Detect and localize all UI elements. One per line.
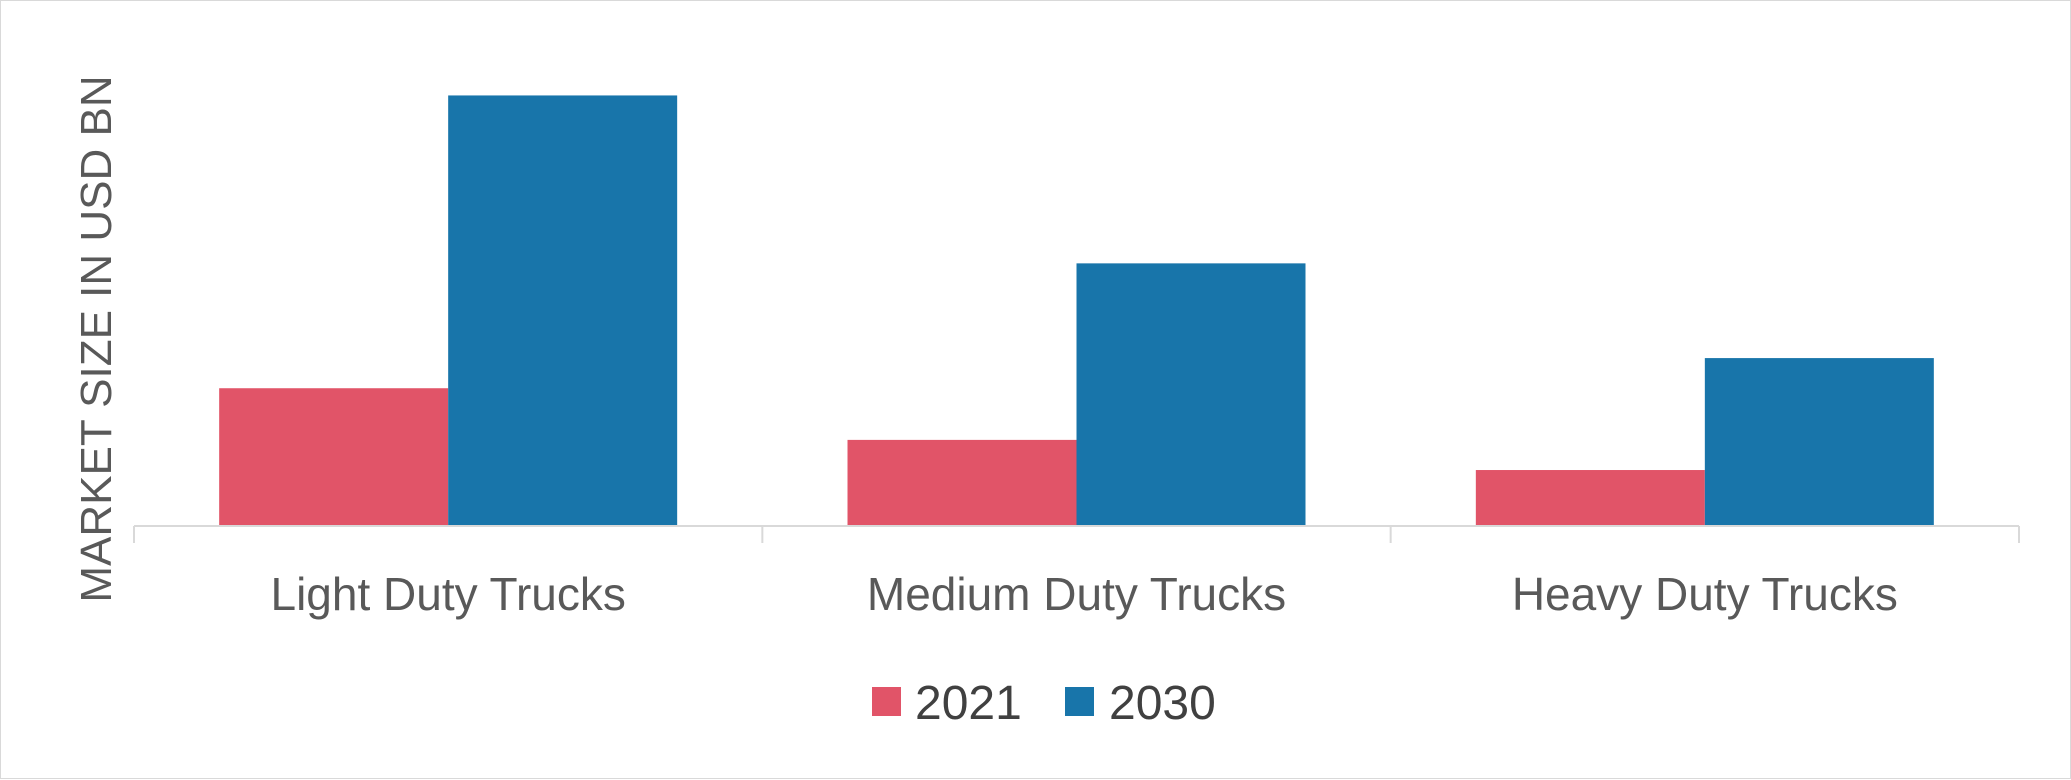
legend-swatch-2030 (1065, 687, 1094, 716)
bar-2021-2 (1475, 470, 1705, 526)
x-tick-label: Medium Duty Trucks (867, 568, 1286, 620)
bar-2021-0 (219, 388, 449, 526)
legend: 2021 2030 (872, 677, 1216, 730)
x-axis (133, 525, 2020, 543)
bars-group (219, 95, 1934, 526)
bar-2030-0 (448, 95, 678, 526)
legend-label-2030: 2030 (1109, 677, 1216, 730)
y-axis-title: MARKET SIZE IN USD BN (72, 75, 121, 602)
x-tick-label: Heavy Duty Trucks (1512, 568, 1898, 620)
bar-2030-1 (1076, 263, 1306, 526)
x-tick-label: Light Duty Trucks (270, 568, 625, 620)
legend-label-2021: 2021 (915, 677, 1022, 730)
bar-2021-1 (847, 439, 1077, 526)
x-tick-labels: Light Duty Trucks Medium Duty Trucks Heavy… (270, 568, 1897, 620)
legend-swatch-2021 (872, 687, 901, 716)
bar-2030-2 (1704, 358, 1934, 526)
